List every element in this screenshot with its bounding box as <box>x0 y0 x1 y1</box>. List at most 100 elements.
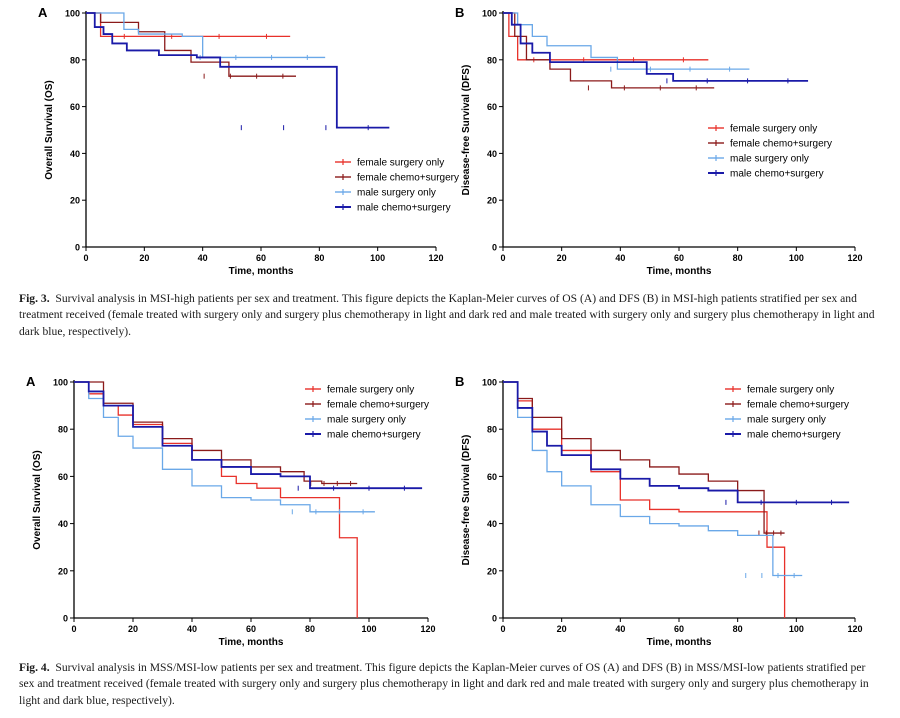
y-tick-label: 100 <box>482 9 497 19</box>
panel-label: A <box>38 5 48 20</box>
x-tick-label: 120 <box>847 253 862 263</box>
series-line-male-surgery-only <box>503 381 803 577</box>
x-tick-label: 20 <box>128 624 138 634</box>
y-tick-label: 20 <box>70 196 80 206</box>
y-tick-label: 60 <box>487 102 497 112</box>
x-tick-label: 40 <box>198 253 208 263</box>
x-tick-label: 20 <box>557 624 567 634</box>
y-axis-label: Overall Survival (OS) <box>44 80 55 180</box>
legend-label: female surgery only <box>730 124 817 135</box>
series-line-female-chemo-surgery <box>503 12 715 89</box>
series-line-male-chemo-surgery <box>74 381 423 490</box>
panel-label: A <box>26 374 36 389</box>
chart-fig3-os: A 0 20 40 60 80 100 0 20 40 60 80 100 120 Time, months… <box>38 5 459 277</box>
y-axis-label: Disease-free Survival (DFS) <box>461 65 472 196</box>
x-tick-label: 40 <box>615 624 625 634</box>
x-tick-label: 0 <box>83 253 88 263</box>
x-tick-label: 80 <box>305 624 315 634</box>
x-tick-label: 80 <box>733 253 743 263</box>
x-tick-label: 60 <box>674 624 684 634</box>
y-axis-label: Disease-free Survival (DFS) <box>461 435 472 566</box>
x-tick-label: 60 <box>256 253 266 263</box>
legend-label: female surgery only <box>747 385 834 396</box>
y-tick-label: 20 <box>487 196 497 206</box>
x-tick-label: 120 <box>847 624 862 634</box>
legend-label: male chemo+surgery <box>327 430 421 441</box>
x-axis-label: Time, months <box>219 637 284 648</box>
x-tick-label: 0 <box>500 253 505 263</box>
x-tick-label: 20 <box>557 253 567 263</box>
y-tick-label: 20 <box>58 566 68 576</box>
legend-label: male surgery only <box>327 415 406 426</box>
legend-label: female surgery only <box>327 385 414 396</box>
y-tick-label: 60 <box>487 472 497 482</box>
y-tick-label: 60 <box>70 102 80 112</box>
y-tick-label: 0 <box>63 614 68 624</box>
x-axis-label: Time, months <box>647 266 712 277</box>
fig4-label: Fig. 4. <box>19 661 50 674</box>
x-tick-label: 20 <box>139 253 149 263</box>
y-tick-label: 80 <box>58 425 68 435</box>
x-tick-label: 0 <box>71 624 76 634</box>
chart-fig3-dfs: B 0 20 40 60 80 100 0 20 40 60 80 100 120 Time, months… <box>455 5 863 277</box>
legend-label: male surgery only <box>357 188 436 199</box>
x-tick-label: 80 <box>733 624 743 634</box>
fig4-caption: Fig. 4. Survival analysis in MSS/MSI-low… <box>19 660 883 709</box>
series-line-male-surgery-only <box>503 12 750 70</box>
y-tick-label: 0 <box>75 243 80 253</box>
x-tick-label: 100 <box>789 624 804 634</box>
series-line-male-surgery-only <box>74 381 375 513</box>
fig3-label: Fig. 3. <box>19 292 50 305</box>
x-axis-label: Time, months <box>229 266 294 277</box>
legend-label: male chemo+surgery <box>730 169 824 180</box>
x-tick-label: 120 <box>420 624 435 634</box>
fig4-caption-text: Survival analysis in MSS/MSI-low patient… <box>19 661 869 707</box>
series-line-male-chemo-surgery <box>503 381 850 504</box>
legend-label: male chemo+surgery <box>747 430 841 441</box>
x-tick-label: 100 <box>370 253 385 263</box>
x-tick-label: 100 <box>789 253 804 263</box>
x-tick-label: 120 <box>428 253 443 263</box>
legend-label: male surgery only <box>730 154 809 165</box>
series-line-female-chemo-surgery <box>503 381 785 534</box>
y-tick-label: 0 <box>492 614 497 624</box>
y-tick-label: 80 <box>70 55 80 65</box>
x-axis-label: Time, months <box>647 637 712 648</box>
legend-label: female chemo+surgery <box>747 400 849 411</box>
chart-fig4-dfs: B 0 20 40 60 80 100 0 20 40 60 80 100 120 Time, months… <box>455 374 863 648</box>
series-line-female-surgery-only <box>86 12 291 38</box>
x-tick-label: 0 <box>500 624 505 634</box>
legend-label: male surgery only <box>747 415 826 426</box>
y-tick-label: 40 <box>70 149 80 159</box>
y-axis-label: Overall Survival (OS) <box>32 450 43 550</box>
x-tick-label: 80 <box>314 253 324 263</box>
y-tick-label: 100 <box>65 9 80 19</box>
series-line-female-chemo-surgery <box>74 381 358 485</box>
y-tick-label: 100 <box>482 378 497 388</box>
y-tick-label: 60 <box>58 472 68 482</box>
series-line-female-chemo-surgery <box>86 12 296 77</box>
series-line-male-chemo-surgery <box>86 12 390 129</box>
x-tick-label: 60 <box>246 624 256 634</box>
x-tick-label: 40 <box>187 624 197 634</box>
series-line-male-chemo-surgery <box>503 12 809 82</box>
y-tick-label: 40 <box>58 519 68 529</box>
y-tick-label: 80 <box>487 425 497 435</box>
legend-label: male chemo+surgery <box>357 203 451 214</box>
x-tick-label: 100 <box>361 624 376 634</box>
y-tick-label: 80 <box>487 55 497 65</box>
chart-fig4-os: A 0 20 40 60 80 100 0 20 40 60 80 100 120 Time, months… <box>26 374 436 648</box>
series-line-male-surgery-only <box>86 12 326 59</box>
y-tick-label: 40 <box>487 149 497 159</box>
legend-label: female surgery only <box>357 158 444 169</box>
fig3-caption: Fig. 3. Survival analysis in MSI-high pa… <box>19 291 883 340</box>
panel-label: B <box>455 5 464 20</box>
fig3-caption-text: Survival analysis in MSI-high patients p… <box>19 292 875 338</box>
panel-label: B <box>455 374 464 389</box>
y-tick-label: 40 <box>487 519 497 529</box>
y-tick-label: 20 <box>487 566 497 576</box>
x-tick-label: 40 <box>615 253 625 263</box>
legend-label: female chemo+surgery <box>357 173 459 184</box>
y-tick-label: 0 <box>492 243 497 253</box>
y-tick-label: 100 <box>53 378 68 388</box>
